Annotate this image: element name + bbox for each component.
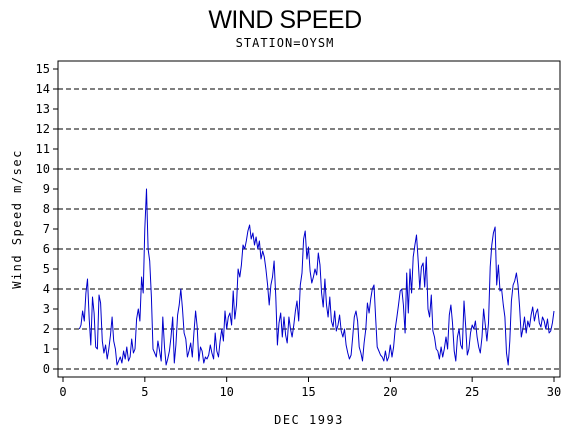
x-tick-label-15: 15 <box>301 385 315 399</box>
x-tick-label-30: 30 <box>547 385 561 399</box>
y-axis-label: Wind Speed m/sec <box>10 149 24 289</box>
y-tick-label-5: 5 <box>43 262 50 276</box>
x-tick-label-5: 5 <box>141 385 148 399</box>
chart-title: WIND SPEED <box>208 6 362 34</box>
y-tick-label-4: 4 <box>43 282 50 296</box>
y-tick-label-0: 0 <box>43 362 50 376</box>
x-tick-label-20: 20 <box>383 385 397 399</box>
y-tick-label-6: 6 <box>43 242 50 256</box>
y-tick-label-7: 7 <box>43 222 50 236</box>
y-tick-label-3: 3 <box>43 302 50 316</box>
y-tick-label-2: 2 <box>43 322 50 336</box>
plot-frame <box>57 60 561 378</box>
y-tick-label-1: 1 <box>43 342 50 356</box>
x-tick-label-25: 25 <box>465 385 479 399</box>
y-tick-label-9: 9 <box>43 182 50 196</box>
grid-lines <box>58 88 560 370</box>
y-tick-label-13: 13 <box>36 102 50 116</box>
y-tick-label-15: 15 <box>36 62 50 76</box>
x-axis-label: DEC 1993 <box>274 413 344 427</box>
y-tick-label-14: 14 <box>36 82 50 96</box>
series-line-0 <box>78 188 555 366</box>
x-tick-label-10: 10 <box>219 385 233 399</box>
x-axis-ticks: 0 5 10 15 20 25 30 <box>59 377 561 399</box>
y-tick-label-10: 10 <box>36 162 50 176</box>
x-tick-label-0: 0 <box>59 385 66 399</box>
y-tick-label-8: 8 <box>43 202 50 216</box>
y-tick-label-12: 12 <box>36 122 50 136</box>
y-tick-label-11: 11 <box>36 142 50 156</box>
series-layer <box>78 188 555 366</box>
chart-subtitle: STATION=OYSM <box>235 36 335 50</box>
